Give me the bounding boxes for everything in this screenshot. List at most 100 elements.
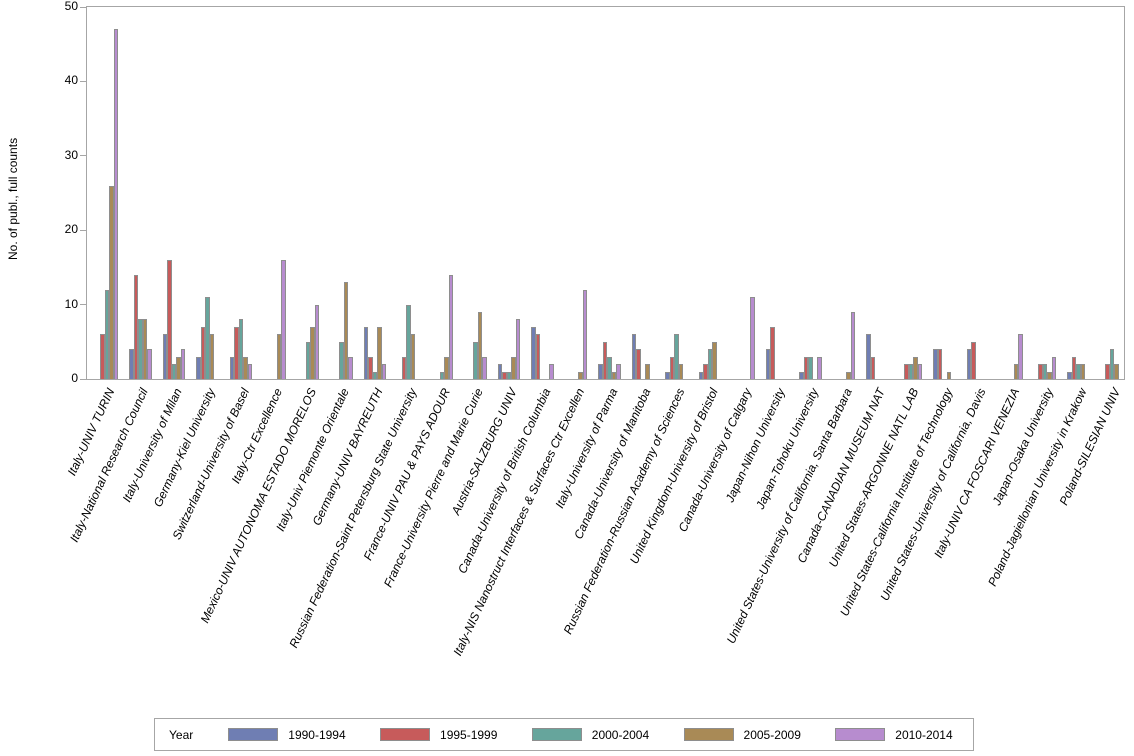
bar bbox=[607, 356, 612, 379]
bar bbox=[966, 349, 972, 379]
bar bbox=[707, 349, 713, 379]
y-tick-mark bbox=[80, 378, 87, 380]
bar bbox=[1018, 334, 1023, 379]
bar bbox=[598, 364, 603, 379]
bar bbox=[482, 356, 487, 379]
bar bbox=[401, 356, 407, 379]
bar bbox=[205, 297, 210, 379]
legend-entry: 2010-2014 bbox=[835, 728, 973, 742]
bar bbox=[305, 341, 311, 379]
bar bbox=[372, 371, 378, 379]
bar bbox=[611, 371, 617, 379]
legend-entry: 1995-1999 bbox=[380, 728, 518, 742]
bar bbox=[196, 356, 201, 379]
legend-label: 2000-2004 bbox=[591, 727, 650, 742]
y-tick-mark bbox=[80, 6, 87, 8]
bar bbox=[703, 364, 708, 379]
bar bbox=[678, 364, 684, 379]
bar bbox=[138, 319, 143, 379]
bar bbox=[243, 356, 248, 379]
bar bbox=[473, 341, 478, 379]
bar bbox=[1076, 364, 1081, 379]
bar bbox=[908, 364, 914, 379]
legend-label: 1995-1999 bbox=[440, 727, 498, 742]
bar bbox=[506, 371, 512, 379]
bar bbox=[410, 334, 416, 379]
bar bbox=[200, 326, 206, 379]
bar bbox=[502, 371, 507, 379]
bar bbox=[870, 356, 876, 379]
y-axis-title: No. of publ., full counts bbox=[6, 137, 20, 260]
plot-area bbox=[80, 6, 1125, 380]
bar bbox=[104, 289, 110, 379]
bar bbox=[238, 319, 244, 379]
bar bbox=[578, 371, 583, 379]
bar bbox=[439, 371, 445, 379]
legend-swatch bbox=[683, 728, 734, 741]
bar bbox=[113, 29, 119, 379]
bar bbox=[310, 326, 315, 379]
x-tick-label: Japan-Tohoku University bbox=[752, 386, 822, 512]
legend-label: 1990-1994 bbox=[288, 727, 346, 742]
y-tick-label: 0 bbox=[71, 371, 78, 385]
y-tick-mark bbox=[80, 304, 87, 306]
legend-entry: 2005-2009 bbox=[683, 727, 822, 742]
bar bbox=[515, 319, 521, 379]
bar bbox=[913, 356, 918, 379]
bar bbox=[971, 341, 976, 379]
bar bbox=[234, 326, 239, 379]
bar bbox=[363, 326, 369, 379]
legend-label: 2005-2009 bbox=[743, 727, 801, 742]
bar bbox=[171, 364, 177, 379]
bar bbox=[180, 349, 186, 379]
x-tick-label: Germany-Kiel University bbox=[150, 386, 219, 510]
x-tick-label: Italy-University of Parma bbox=[552, 386, 621, 511]
legend-swatch bbox=[531, 728, 582, 741]
bar bbox=[377, 326, 382, 379]
bar bbox=[535, 334, 541, 379]
legend-title: Year bbox=[169, 727, 194, 742]
bar bbox=[109, 185, 114, 379]
bar bbox=[645, 364, 650, 379]
legend-entry: 1990-1994 bbox=[228, 728, 366, 742]
bar bbox=[933, 349, 938, 379]
bar bbox=[799, 371, 804, 379]
x-tick-label: Japan-Osaka University bbox=[989, 386, 1056, 508]
bar bbox=[477, 312, 483, 379]
bar bbox=[444, 356, 449, 379]
bar bbox=[636, 349, 641, 379]
legend-swatch bbox=[228, 728, 279, 741]
bar bbox=[348, 356, 353, 379]
bar bbox=[602, 341, 608, 379]
bar bbox=[229, 356, 235, 379]
bar bbox=[770, 326, 775, 379]
bar bbox=[1105, 364, 1110, 379]
bar bbox=[616, 364, 621, 379]
bar bbox=[511, 356, 516, 379]
bar bbox=[1114, 364, 1119, 379]
bar bbox=[281, 259, 286, 379]
bar bbox=[817, 356, 822, 379]
bar bbox=[665, 371, 670, 379]
y-tick-mark bbox=[80, 229, 87, 231]
bar bbox=[866, 334, 871, 379]
bar bbox=[147, 349, 152, 379]
bar bbox=[631, 334, 637, 379]
y-tick-label: 50 bbox=[64, 0, 78, 13]
bar bbox=[1067, 371, 1072, 379]
bar bbox=[698, 371, 704, 379]
bar bbox=[247, 364, 253, 379]
legend-swatch bbox=[380, 728, 431, 741]
bar bbox=[712, 341, 717, 379]
bar bbox=[497, 364, 503, 379]
bar bbox=[808, 356, 813, 379]
bar bbox=[1047, 371, 1052, 379]
bar bbox=[142, 319, 148, 379]
bar bbox=[937, 349, 943, 379]
y-tick-label: 30 bbox=[64, 147, 78, 162]
bar bbox=[162, 334, 168, 379]
bar bbox=[1042, 364, 1048, 379]
bar bbox=[314, 304, 320, 379]
legend-label: 2010-2014 bbox=[895, 727, 953, 742]
bar bbox=[549, 364, 554, 379]
